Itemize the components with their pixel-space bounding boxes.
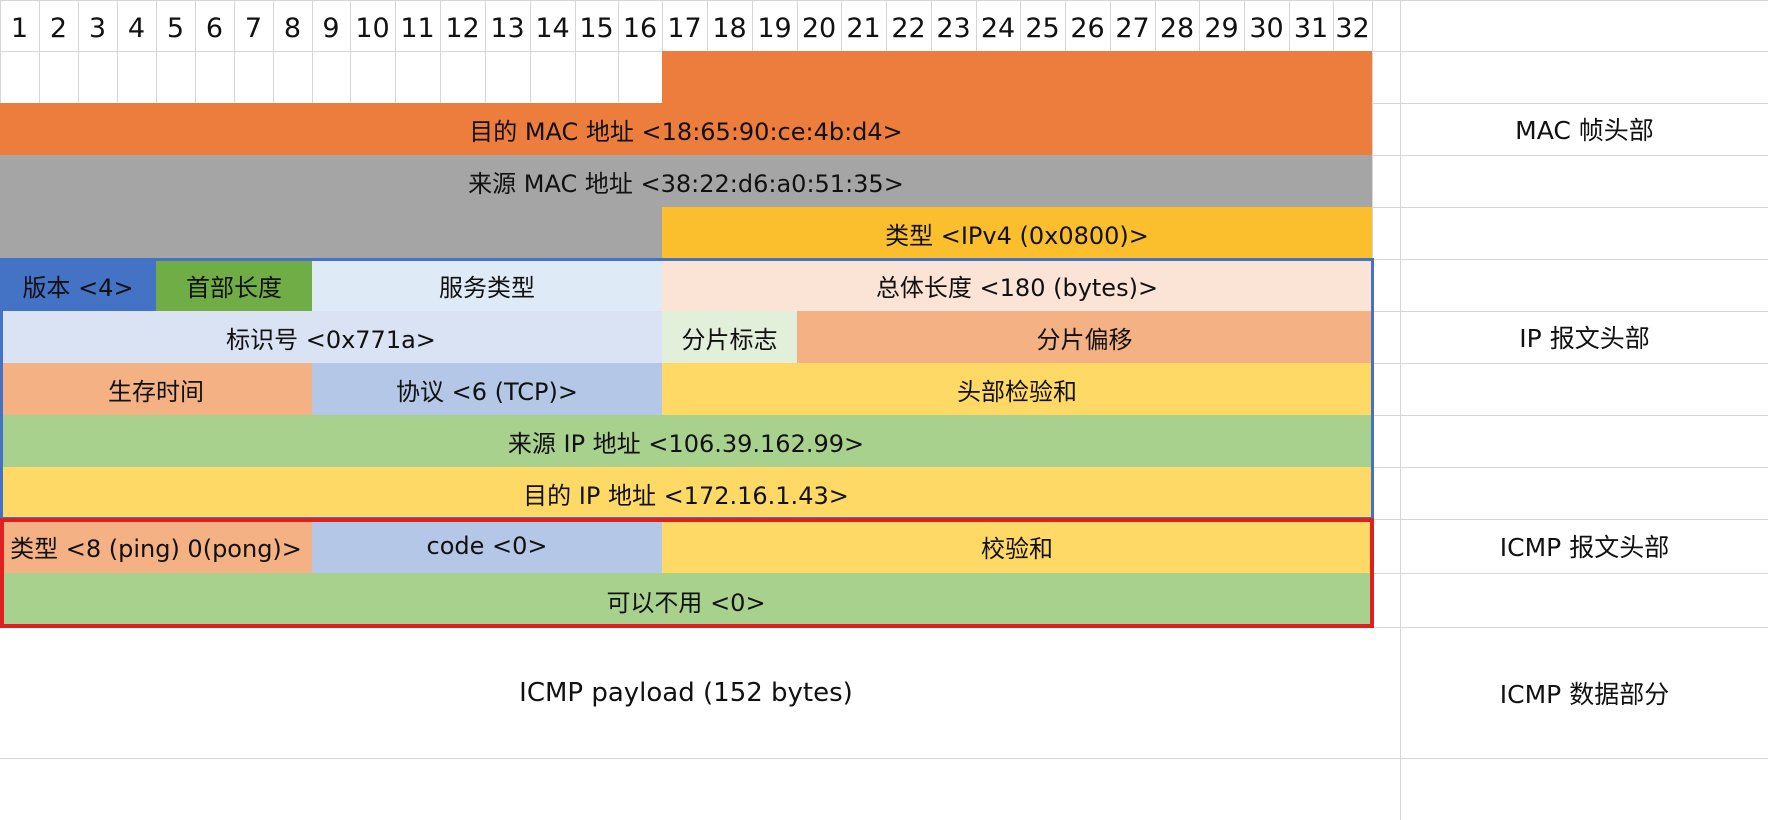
- bit-number: 15: [579, 12, 614, 44]
- field-ip-tos: 服务类型: [312, 259, 662, 311]
- bit-number: 7: [244, 12, 263, 44]
- bit-number: 10: [355, 12, 390, 44]
- bit-number: 24: [980, 12, 1016, 44]
- field-icmp-checksum: 校验和: [662, 519, 1372, 573]
- bit-number: 18: [712, 12, 747, 44]
- field-ip-protocol: 协议 <6 (TCP)>: [312, 363, 662, 415]
- field-ip-ttl: 生存时间: [0, 363, 312, 415]
- field-ip-header-length: 首部长度: [156, 259, 312, 311]
- bit-number: 20: [801, 12, 837, 44]
- bit-number: 13: [490, 12, 525, 44]
- field-dst-mac: 目的 MAC 地址 <18:65:90:ce:4b:d4>: [0, 103, 1372, 155]
- field-src-mac: 来源 MAC 地址 <38:22:d6:a0:51:35>: [0, 155, 1372, 207]
- bit-number: 17: [667, 12, 702, 44]
- bit-number: 8: [283, 12, 302, 44]
- bit-number: 4: [127, 12, 146, 44]
- bit-number: 31: [1293, 12, 1329, 44]
- field-ip-identification: 标识号 <0x771a>: [0, 311, 662, 363]
- field-icmp-type: 类型 <8 (ping) 0(pong)>: [0, 519, 312, 573]
- bit-number: 29: [1204, 12, 1239, 44]
- field-icmp-payload: ICMP payload (152 bytes): [0, 627, 1372, 758]
- field-icmp-code: code <0>: [312, 519, 662, 573]
- bit-number: 5: [166, 12, 185, 44]
- grid-col-line: [1372, 0, 1373, 627]
- field-eth-type: 类型 <IPv4 (0x0800)>: [662, 207, 1372, 259]
- bit-number: 6: [205, 12, 224, 44]
- bit-number: 9: [322, 12, 340, 44]
- bit-number: 30: [1249, 12, 1284, 44]
- bit-number: 12: [445, 12, 480, 44]
- bit-number: 16: [622, 12, 658, 44]
- field-src-mac-cont: [0, 207, 662, 259]
- field-ip-fragment-offset: 分片偏移: [797, 311, 1372, 363]
- field-ip-dst: 目的 IP 地址 <172.16.1.43>: [0, 467, 1372, 519]
- grid-row-line: [0, 0, 1768, 1]
- bit-number: 3: [88, 12, 107, 44]
- field-ip-version: 版本 <4>: [0, 259, 156, 311]
- bit-number: 19: [757, 12, 792, 44]
- icmp-header-label: ICMP 报文头部: [1499, 533, 1670, 562]
- field-mac-padding: [662, 51, 1372, 103]
- field-ip-total-length: 总体长度 <180 (bytes)>: [662, 259, 1372, 311]
- grid-row-line: [0, 758, 1768, 759]
- bit-number: 2: [49, 12, 68, 44]
- bit-number: 14: [535, 12, 570, 44]
- field-ip-src: 来源 IP 地址 <106.39.162.99>: [0, 415, 1372, 467]
- bit-number: 27: [1115, 12, 1150, 44]
- bit-number: 1: [10, 12, 29, 44]
- bit-number: 32: [1335, 12, 1370, 44]
- field-ip-checksum: 头部检验和: [662, 363, 1372, 415]
- bit-number: 26: [1070, 12, 1105, 44]
- bit-number: 23: [936, 12, 971, 44]
- grid-col-line: [1400, 0, 1401, 820]
- bit-number: 11: [400, 12, 435, 44]
- field-icmp-unused: 可以不用 <0>: [0, 573, 1372, 627]
- bit-number: 25: [1025, 12, 1060, 44]
- ip-header-label: IP 报文头部: [1519, 324, 1650, 353]
- field-ip-flags: 分片标志: [662, 311, 797, 363]
- icmp-data-label: ICMP 数据部分: [1499, 679, 1670, 709]
- bit-number: 22: [891, 12, 926, 44]
- bit-number: 28: [1159, 12, 1195, 44]
- bit-number: 21: [846, 12, 881, 44]
- mac-header-label: MAC 帧头部: [1515, 116, 1654, 145]
